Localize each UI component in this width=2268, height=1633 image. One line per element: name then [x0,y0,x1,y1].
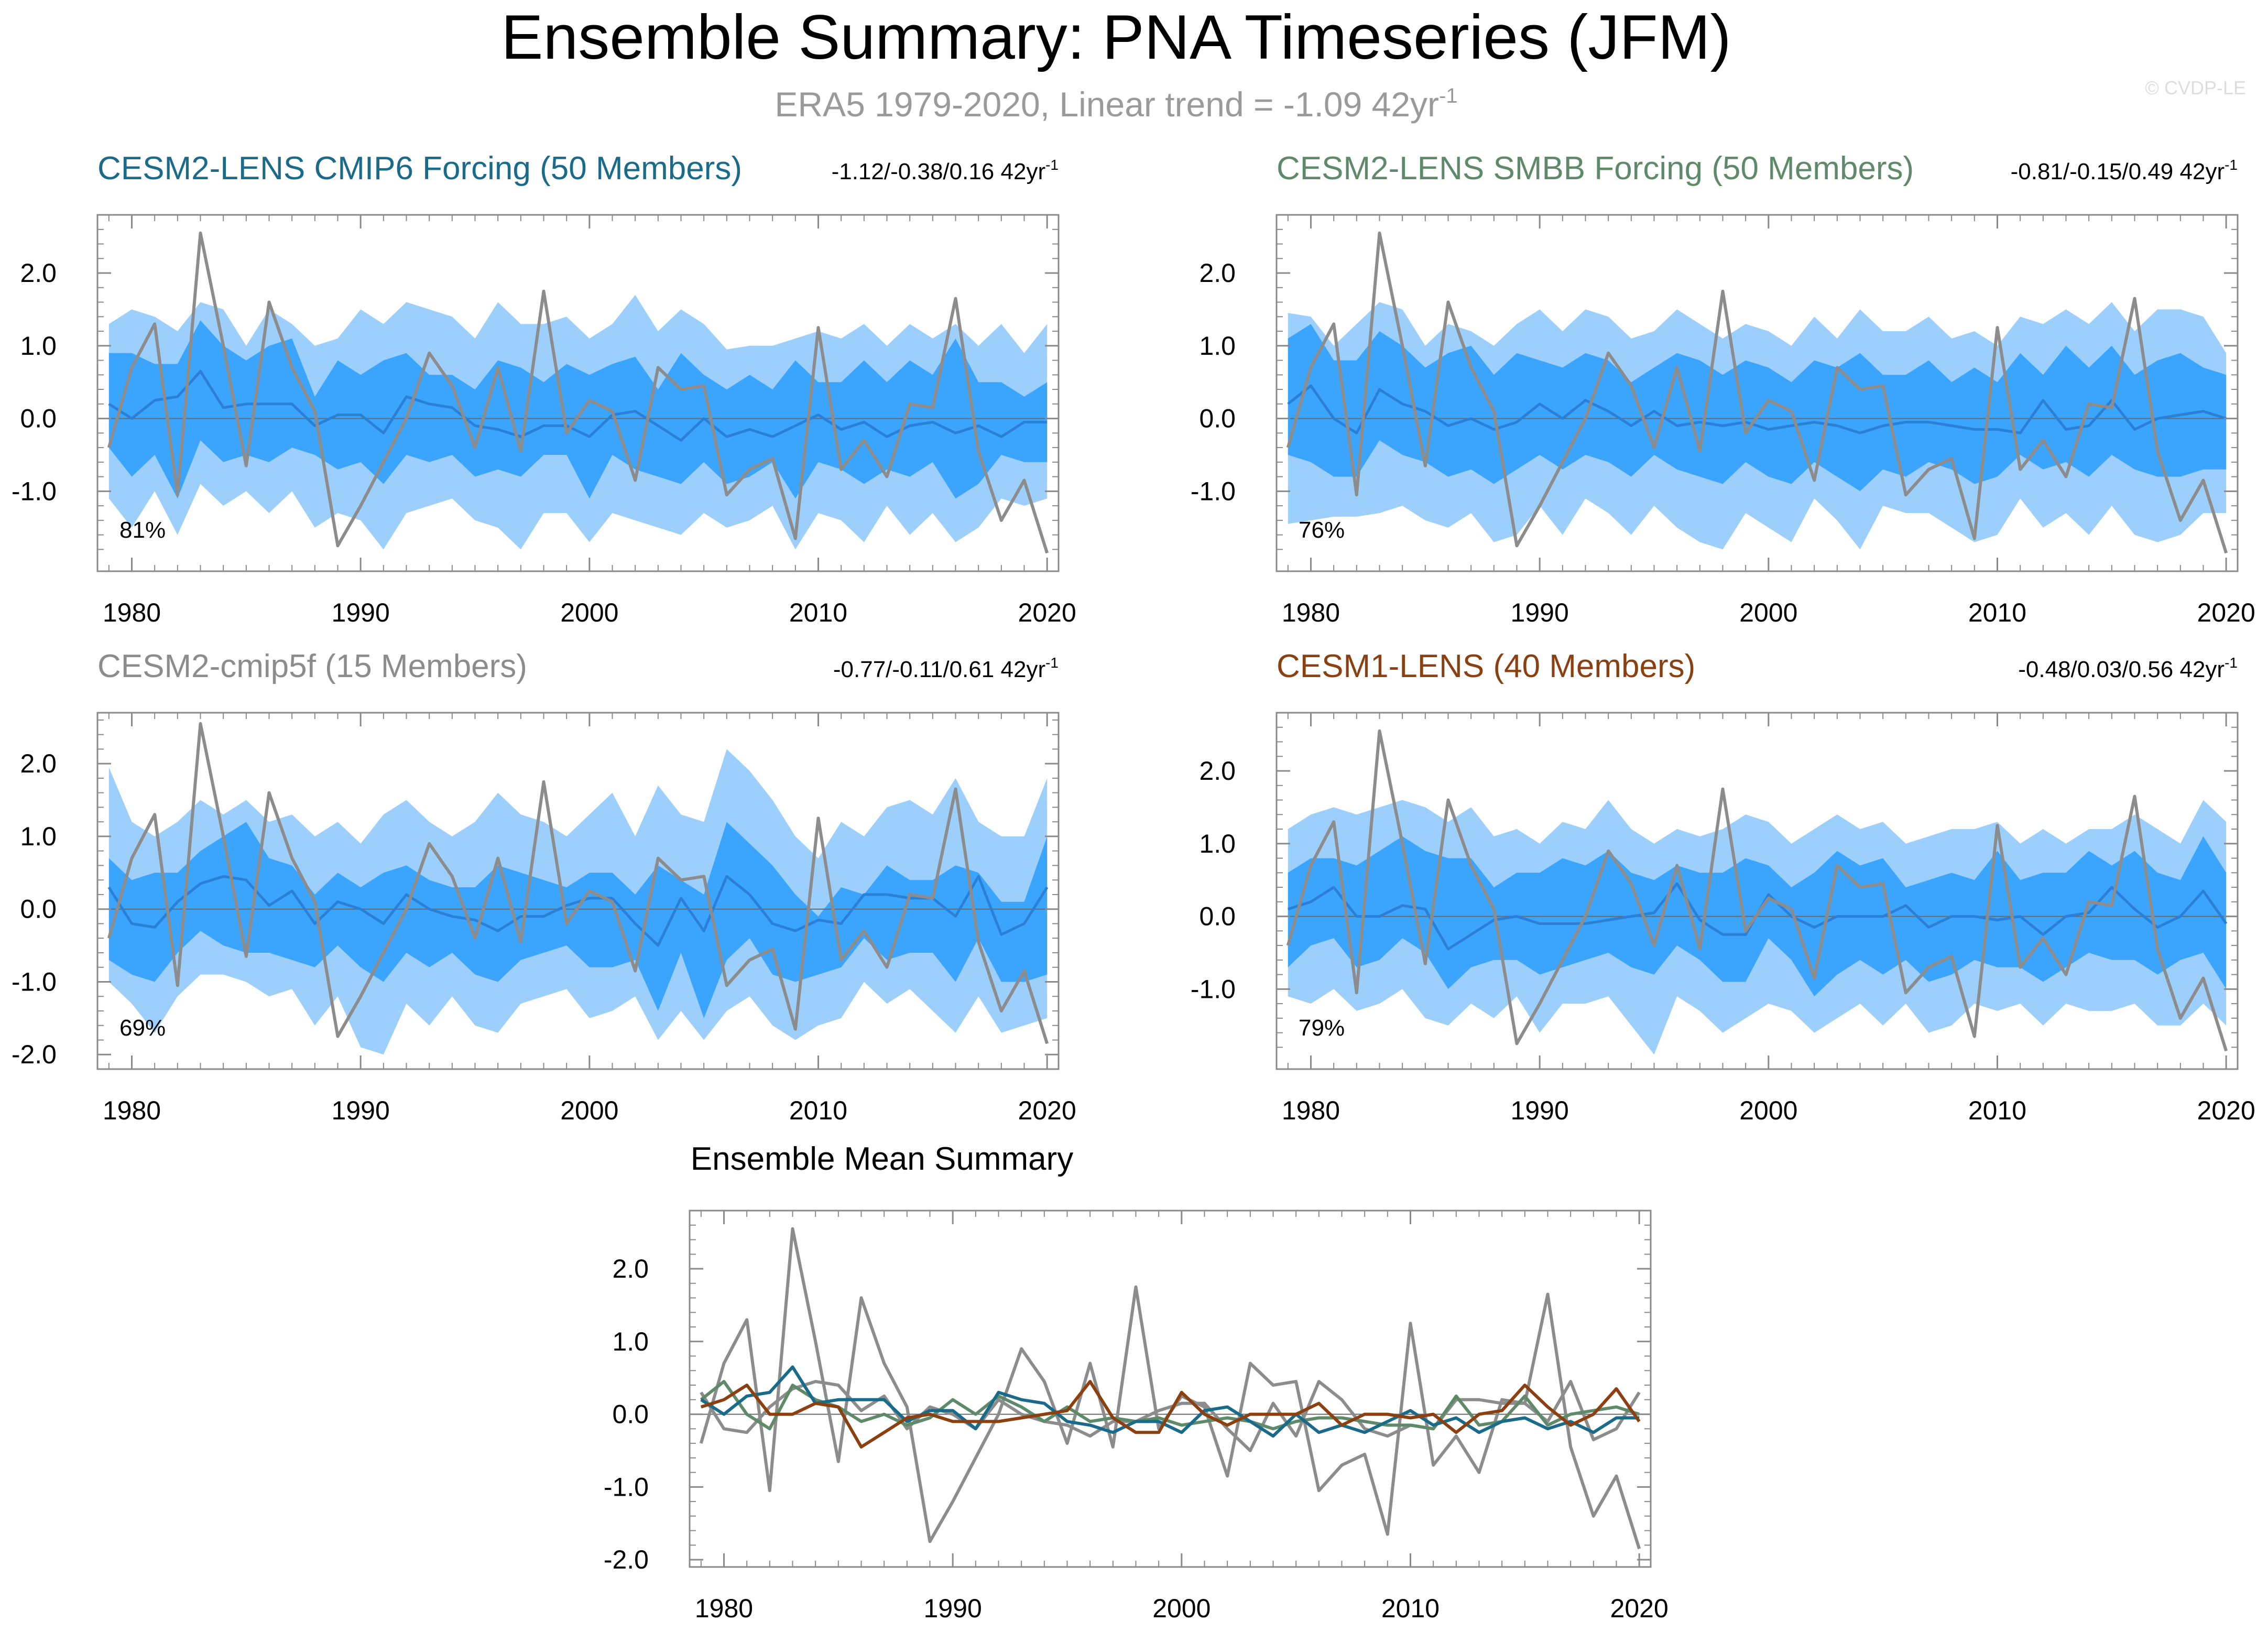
trend-label: -0.77/-0.11/0.61 42yr-1 [833,655,1059,682]
y-tick-label: -2.0 [604,1545,649,1574]
y-tick-label: 0.0 [20,404,57,433]
y-tick-label: 2.0 [612,1254,649,1283]
y-tick-label: 0.0 [612,1400,649,1429]
trend-sup: -1 [2225,655,2238,671]
panel-cesm2-cmip5f: CESM2-cmip5f (15 Members) -0.77/-0.11/0.6… [12,648,1076,1125]
y-tick-label: 0.0 [20,895,57,924]
x-tick-label: 1990 [924,1594,982,1623]
y-tick-label: 2.0 [20,258,57,288]
trend-text: -0.48/0.03/0.56 42yr [2018,657,2225,682]
y-tick-label: 0.0 [1199,404,1236,433]
x-tick-label: 2010 [1968,598,2026,627]
y-tick-label: 0.0 [1199,902,1236,931]
x-tick-label: 2020 [1018,1096,1076,1125]
panel-cesm2-cmip6: CESM2-LENS CMIP6 Forcing (50 Members) -1.… [12,150,1076,627]
x-tick-label: 1990 [1511,1096,1569,1125]
y-tick-label: 1.0 [1199,331,1236,361]
trend-label: -0.81/-0.15/0.49 42yr-1 [2011,157,2238,184]
y-tick-label: 2.0 [1199,258,1236,288]
figure-title: Ensemble Summary: PNA Timeseries (JFM) [501,2,1731,72]
figure-subtitle: ERA5 1979-2020, Linear trend = -1.09 42y… [775,84,1457,124]
panel-title: CESM1-LENS (40 Members) [1277,648,1695,684]
x-tick-label: 1990 [332,598,390,627]
x-tick-label: 2010 [789,1096,847,1125]
trend-text: -1.12/-0.38/0.16 42yr [832,159,1045,184]
x-tick-label: 2020 [2197,1096,2255,1125]
y-tick-label: 1.0 [20,822,57,851]
trend-label: -0.48/0.03/0.56 42yr-1 [2018,655,2238,682]
y-tick-label: 1.0 [1199,829,1236,858]
y-tick-label: 2.0 [20,749,57,778]
x-tick-label: 2010 [789,598,847,627]
panel-title: CESM2-LENS SMBB Forcing (50 Members) [1277,150,1914,187]
watermark: © CVDP-LE [2145,77,2246,99]
panels: CESM2-LENS CMIP6 Forcing (50 Members) -1.… [12,150,2255,1623]
x-tick-label: 2000 [1739,598,1797,627]
panel-ensemble-mean-summary: Ensemble Mean Summary 1980 1990 2000 2010 202… [604,1141,1669,1623]
x-tick-label: 1980 [695,1594,753,1623]
y-tick-label: -2.0 [12,1040,57,1069]
y-tick-label: -1.0 [12,476,57,506]
panel-title: CESM2-cmip5f (15 Members) [97,648,527,684]
percent-label: 79% [1299,1015,1345,1041]
panel-title: CESM2-LENS CMIP6 Forcing (50 Members) [97,150,742,187]
x-tick-label: 1990 [332,1096,390,1125]
percent-label: 81% [119,517,166,543]
x-tick-label: 2000 [560,1096,618,1125]
trend-sup: -1 [2225,157,2238,173]
y-tick-label: -1.0 [1191,476,1236,506]
y-tick-label: 2.0 [1199,756,1236,786]
trend-text: -0.77/-0.11/0.61 42yr [833,657,1045,682]
y-tick-label: -1.0 [12,967,57,996]
trend-sup: -1 [1045,157,1059,173]
x-tick-label: 2020 [1610,1594,1669,1623]
trend-label: -1.12/-0.38/0.16 42yr-1 [832,157,1059,184]
trend-sup: -1 [1045,655,1059,671]
panel-title: Ensemble Mean Summary [691,1141,1074,1177]
x-tick-label: 1980 [1282,598,1340,627]
y-tick-label: -1.0 [604,1472,649,1501]
y-tick-label: 1.0 [612,1327,649,1356]
x-tick-label: 2010 [1968,1096,2026,1125]
ensemble-summary-figure: Ensemble Summary: PNA Timeseries (JFM) E… [0,0,2268,1633]
x-tick-label: 1990 [1511,598,1569,627]
y-tick-label: 1.0 [20,331,57,361]
x-tick-label: 2020 [1018,598,1076,627]
x-tick-label: 1980 [1282,1096,1340,1125]
panel-cesm2-smbb: CESM2-LENS SMBB Forcing (50 Members) -0.8… [1191,150,2255,627]
x-tick-label: 2020 [2197,598,2255,627]
x-tick-label: 2000 [1739,1096,1797,1125]
trend-text: -0.81/-0.15/0.49 42yr [2011,159,2225,184]
x-tick-label: 2000 [560,598,618,627]
panel-cesm1-lens: CESM1-LENS (40 Members) -0.48/0.03/0.56 4… [1191,648,2255,1125]
percent-label: 76% [1299,517,1345,543]
x-tick-label: 1980 [103,598,161,627]
plot-area [690,1211,1651,1567]
percent-label: 69% [119,1015,166,1041]
y-tick-label: -1.0 [1191,974,1236,1004]
x-tick-label: 2000 [1152,1594,1211,1623]
x-tick-label: 2010 [1381,1594,1440,1623]
x-tick-label: 1980 [103,1096,161,1125]
